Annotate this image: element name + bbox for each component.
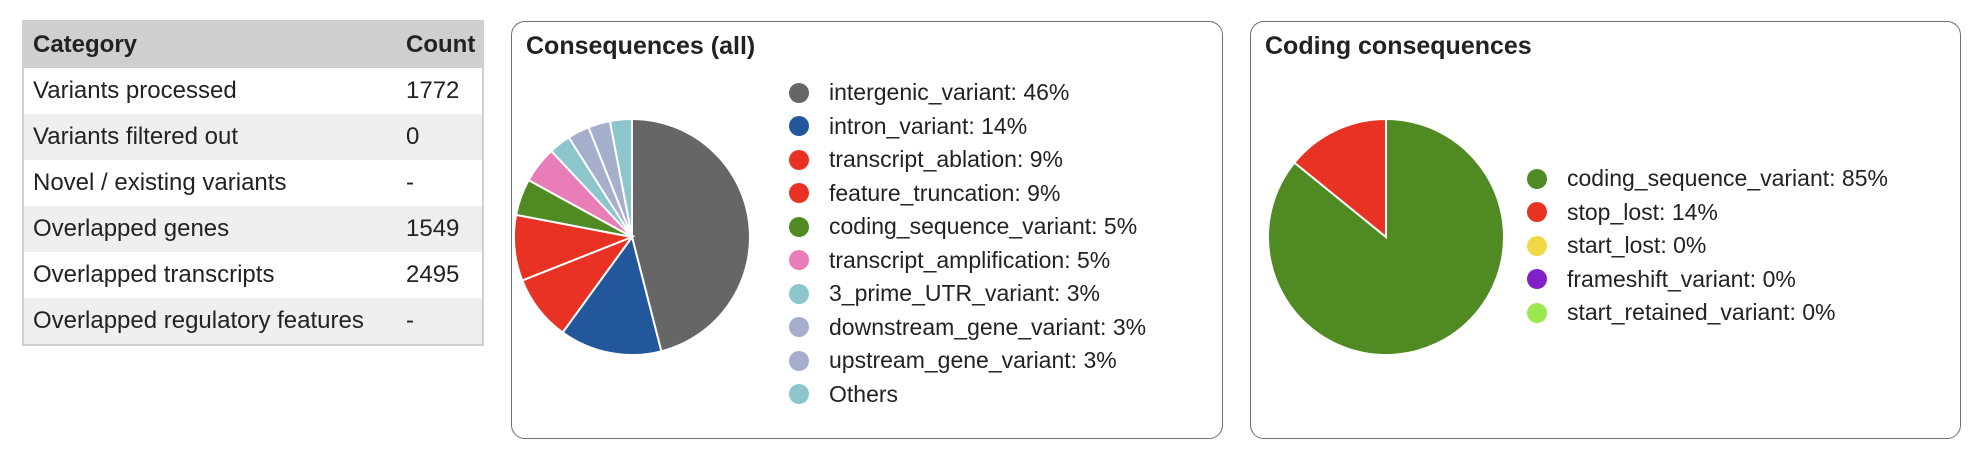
chart-title: Consequences (all)	[526, 32, 756, 60]
pie-slice-intergenic-variant	[631, 117, 751, 353]
legend-label: intron_variant: 14%	[829, 112, 1028, 139]
row-count: -	[406, 169, 414, 196]
row-category: Novel / existing variants	[33, 169, 287, 196]
pie-slice-coding-sequence-variant	[1267, 117, 1505, 356]
coding-consequences-legend: coding_sequence_variant: 85% stop_lost: 1…	[1527, 162, 1888, 330]
consequences-all-legend: intergenic_variant: 46% intron_variant: 1…	[789, 76, 1146, 411]
row-count: 1549	[397, 206, 483, 252]
legend-label: intergenic_variant: 46%	[829, 79, 1070, 106]
row-category: Variants processed	[33, 77, 237, 104]
legend-swatch	[789, 149, 809, 170]
legend-swatch	[789, 250, 809, 271]
consequences-all-panel: Consequences (all) intergenic_variant: 4…	[511, 21, 1223, 439]
legend-item-frameshift-variant: frameshift_variant: 0%	[1527, 263, 1888, 297]
consequences-all-pie	[513, 117, 751, 356]
legend-label: coding_sequence_variant: 85%	[1567, 165, 1888, 192]
legend-swatch	[789, 283, 809, 304]
legend-swatch	[789, 350, 809, 371]
legend-label: start_lost: 0%	[1567, 232, 1707, 259]
legend-item-downstream-gene-variant: downstream_gene_variant: 3%	[789, 311, 1146, 345]
table-row: Variants filtered out 0	[23, 114, 483, 160]
legend-label: Others	[829, 380, 899, 407]
row-count: 2495	[406, 261, 460, 288]
row-category: Overlapped regulatory features	[23, 298, 397, 345]
table-row: Novel / existing variants -	[23, 160, 483, 206]
legend-label: transcript_ablation: 9%	[829, 146, 1063, 173]
legend-label: start_retained_variant: 0%	[1567, 299, 1836, 326]
legend-swatch	[789, 183, 809, 204]
legend-item-coding-sequence-variant: coding_sequence_variant: 85%	[1527, 162, 1888, 196]
pie-slice-intron-variant	[561, 234, 663, 356]
row-category: Variants filtered out	[23, 114, 397, 160]
legend-label: 3_prime_UTR_variant: 3%	[829, 280, 1101, 307]
coding-consequences-panel: Coding consequences coding_sequence_vari…	[1250, 21, 1961, 439]
legend-swatch	[789, 116, 809, 137]
legend-label: upstream_gene_variant: 3%	[829, 347, 1117, 374]
legend-label: feature_truncation: 9%	[829, 179, 1061, 206]
legend-swatch	[1527, 269, 1547, 290]
legend-label: stop_lost: 14%	[1567, 198, 1718, 225]
legend-swatch	[1527, 302, 1547, 323]
legend-item-stop-lost: stop_lost: 14%	[1527, 196, 1888, 230]
legend-swatch	[1527, 168, 1547, 189]
legend-item-3-prime-utr-variant: 3_prime_UTR_variant: 3%	[789, 277, 1146, 311]
pie-slice-stop-lost	[1293, 117, 1387, 240]
legend-item-transcript-ablation: transcript_ablation: 9%	[789, 143, 1146, 177]
legend-label: frameshift_variant: 0%	[1567, 265, 1796, 292]
legend-swatch	[789, 317, 809, 338]
legend-label: downstream_gene_variant: 3%	[829, 313, 1147, 340]
table-header-row: Category Count	[23, 21, 483, 68]
legend-swatch	[1527, 202, 1547, 223]
legend-item-start-retained-variant: start_retained_variant: 0%	[1527, 296, 1888, 330]
row-category: Overlapped genes	[23, 206, 397, 252]
row-count: 0	[397, 114, 483, 160]
legend-label: coding_sequence_variant: 5%	[829, 213, 1138, 240]
coding-consequences-pie	[1267, 117, 1505, 356]
legend-swatch	[789, 216, 809, 237]
table-row: Overlapped transcripts 2495	[23, 252, 483, 298]
row-count: -	[397, 298, 483, 345]
legend-item-transcript-amplification: transcript_amplification: 5%	[789, 244, 1146, 278]
header-count: Count	[397, 21, 483, 68]
legend-swatch	[789, 82, 809, 103]
legend-item-coding-sequence-variant: coding_sequence_variant: 5%	[789, 210, 1146, 244]
summary-table: Category Count Variants processed 1772 V…	[22, 20, 484, 346]
legend-swatch	[789, 384, 809, 405]
legend-item-start-lost: start_lost: 0%	[1527, 229, 1888, 263]
legend-item-upstream-gene-variant: upstream_gene_variant: 3%	[789, 344, 1146, 378]
legend-item-intergenic-variant: intergenic_variant: 46%	[789, 76, 1146, 110]
legend-item-intron-variant: intron_variant: 14%	[789, 110, 1146, 144]
legend-item-feature-truncation: feature_truncation: 9%	[789, 177, 1146, 211]
table-row: Overlapped regulatory features -	[23, 298, 483, 345]
table-row: Overlapped genes 1549	[23, 206, 483, 252]
legend-swatch	[1527, 235, 1547, 256]
legend-item-others: Others	[789, 378, 1146, 412]
legend-label: transcript_amplification: 5%	[829, 246, 1111, 273]
row-count: 1772	[406, 77, 460, 104]
pie-slice-others	[608, 117, 633, 238]
chart-title: Coding consequences	[1265, 32, 1532, 60]
row-category: Overlapped transcripts	[33, 261, 275, 288]
header-category: Category	[23, 21, 397, 68]
table-row: Variants processed 1772	[23, 68, 483, 114]
